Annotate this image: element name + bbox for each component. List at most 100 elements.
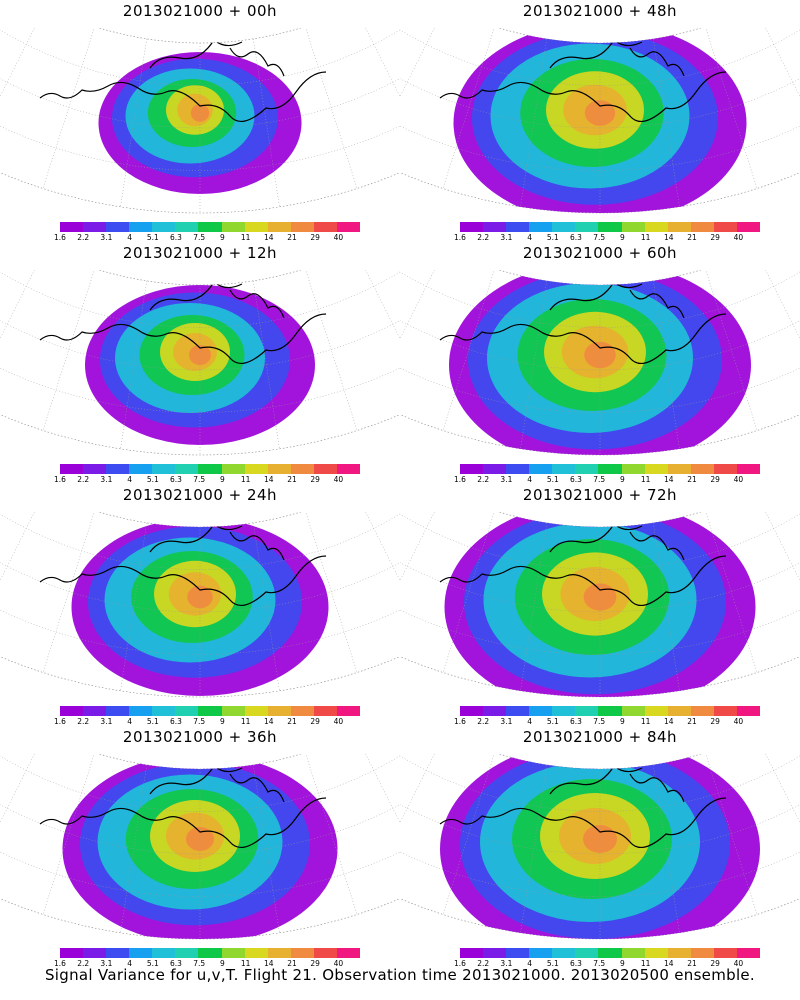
longitude-line: [520, 280, 547, 449]
colorbar-swatch: [221, 948, 245, 958]
longitude-line: [520, 522, 547, 691]
colorbar-tick-label: 21: [287, 233, 297, 242]
colorbar-tick-label: 29: [710, 233, 720, 242]
colorbar-tick-label: 1.6: [54, 233, 66, 242]
colorbar-tick-label: 29: [310, 233, 320, 242]
polar-projection-map: [0, 270, 400, 456]
colorbar-swatch: [713, 464, 737, 474]
colorbar-swatch: [313, 464, 337, 474]
colorbar-tick-label: 4: [527, 717, 532, 726]
colorbar-tick-label: 6.3: [570, 717, 582, 726]
longitude-line: [354, 512, 400, 643]
colorbar-tick-label: 14: [264, 717, 274, 726]
colorbar-tick-label: 4: [527, 959, 532, 968]
map-panel: 2013021000 + 60h 1.6 2.2 3.1 4 5.1 6.3 7.5 9 11 14…: [400, 242, 800, 484]
colorbar-tick-label: 11: [240, 959, 251, 968]
colorbar-swatch: [483, 706, 507, 716]
colorbar-tick-label: 9: [620, 233, 625, 242]
colorbar-tick-label: 2.2: [77, 475, 90, 484]
colorbar: [60, 464, 361, 474]
colorbar-swatch: [621, 706, 645, 716]
colorbar-tick-label: 40: [333, 233, 344, 242]
colorbar-ticks: 1.6 2.2 3.1 4 5.1 6.3 7.5 9 11 14 21 29 40: [448, 233, 768, 245]
panel-title: 2013021000 + 00h: [122, 2, 278, 20]
colorbar-swatch: [575, 706, 599, 716]
colorbar-swatch: [152, 948, 176, 958]
colorbar-swatch: [644, 948, 668, 958]
colorbar-swatch: [83, 222, 107, 232]
colorbar-tick-label: 4: [127, 717, 132, 726]
colorbar-tick-label: 2.2: [77, 959, 90, 968]
colorbar-swatch: [267, 706, 291, 716]
longitude-line: [253, 522, 280, 691]
colorbar-swatch: [221, 464, 245, 474]
colorbar-tick-label: 21: [687, 233, 697, 242]
colorbar-swatch: [598, 464, 622, 474]
colorbar-tick-label: 7.5: [193, 475, 206, 484]
colorbar-swatch: [267, 948, 291, 958]
longitude-line: [305, 270, 358, 431]
longitude-line: [442, 512, 495, 673]
colorbar-swatch: [575, 948, 599, 958]
colorbar-tick-label: 6.3: [170, 717, 182, 726]
colorbar: [60, 706, 361, 716]
colorbar: [60, 222, 361, 232]
colorbar-swatch: [506, 948, 530, 958]
colorbar-tick-label: 5.1: [146, 959, 159, 968]
polar-projection-map: [400, 754, 800, 940]
colorbar-swatch: [736, 948, 761, 958]
colorbar-tick-label: 5.1: [546, 233, 559, 242]
colorbar-swatch: [690, 948, 714, 958]
panel-title: 2013021000 + 60h: [522, 244, 678, 262]
colorbar-tick-label: 5.1: [146, 717, 159, 726]
colorbar-ticks: 1.6 2.2 3.1 4 5.1 6.3 7.5 9 11 14 21 29 40: [448, 717, 768, 729]
longitude-line: [253, 38, 280, 207]
colorbar-tick-label: 3.1: [100, 717, 113, 726]
colorbar-tick-label: 5.1: [146, 233, 159, 242]
colorbar-swatch: [60, 464, 84, 474]
colorbar-swatch: [713, 222, 737, 232]
map-panel: 2013021000 + 36h 1.6 2.2 3.1 4 5.1 6.3 7.5 9 11 14…: [0, 726, 400, 968]
colorbar-tick-label: 2.2: [477, 717, 490, 726]
colorbar-tick-label: 5.1: [546, 475, 559, 484]
longitude-line: [354, 754, 400, 885]
colorbar-tick-label: 29: [710, 717, 720, 726]
colorbar-swatch: [290, 706, 314, 716]
colorbar-swatch: [667, 706, 691, 716]
coastline: [39, 523, 327, 607]
colorbar-tick-label: 6.3: [570, 959, 582, 968]
colorbar-swatch: [267, 464, 291, 474]
colorbar-swatch: [60, 948, 84, 958]
colorbar: [460, 948, 761, 958]
coastline: [439, 39, 727, 123]
colorbar-swatch: [60, 222, 84, 232]
colorbar-ticks: 1.6 2.2 3.1 4 5.1 6.3 7.5 9 11 14 21 29 40: [48, 717, 368, 729]
map-panel: 2013021000 + 48h 1.6 2.2 3.1 4 5.1 6.3 7.5 9 11 14…: [400, 0, 800, 242]
colorbar-tick-label: 2.2: [477, 233, 490, 242]
colorbar-tick-label: 3.1: [500, 233, 513, 242]
colorbar-tick-label: 6.3: [570, 475, 582, 484]
colorbar: [60, 948, 361, 958]
colorbar-swatch: [529, 948, 553, 958]
colorbar-ticks: 1.6 2.2 3.1 4 5.1 6.3 7.5 9 11 14 21 29 40: [448, 959, 768, 971]
colorbar-tick-label: 14: [664, 233, 674, 242]
colorbar-swatch: [552, 222, 576, 232]
colorbar-swatch: [506, 706, 530, 716]
colorbar-swatch: [106, 464, 130, 474]
colorbar-swatch: [529, 706, 553, 716]
polar-projection-map: [400, 28, 800, 214]
colorbar-swatch: [244, 706, 268, 716]
colorbar-swatch: [175, 222, 199, 232]
colorbar-swatch: [198, 948, 222, 958]
longitude-line: [754, 754, 800, 885]
colorbar-tick-label: 2.2: [77, 233, 90, 242]
colorbar-swatch: [667, 948, 691, 958]
colorbar-swatch: [621, 948, 645, 958]
colorbar-tick-label: 9: [620, 959, 625, 968]
colorbar-swatch: [483, 948, 507, 958]
longitude-line: [42, 28, 95, 189]
longitude-line: [653, 38, 680, 207]
colorbar-swatch: [644, 222, 668, 232]
colorbar-tick-label: 21: [287, 959, 297, 968]
colorbar-tick-label: 3.1: [100, 475, 113, 484]
